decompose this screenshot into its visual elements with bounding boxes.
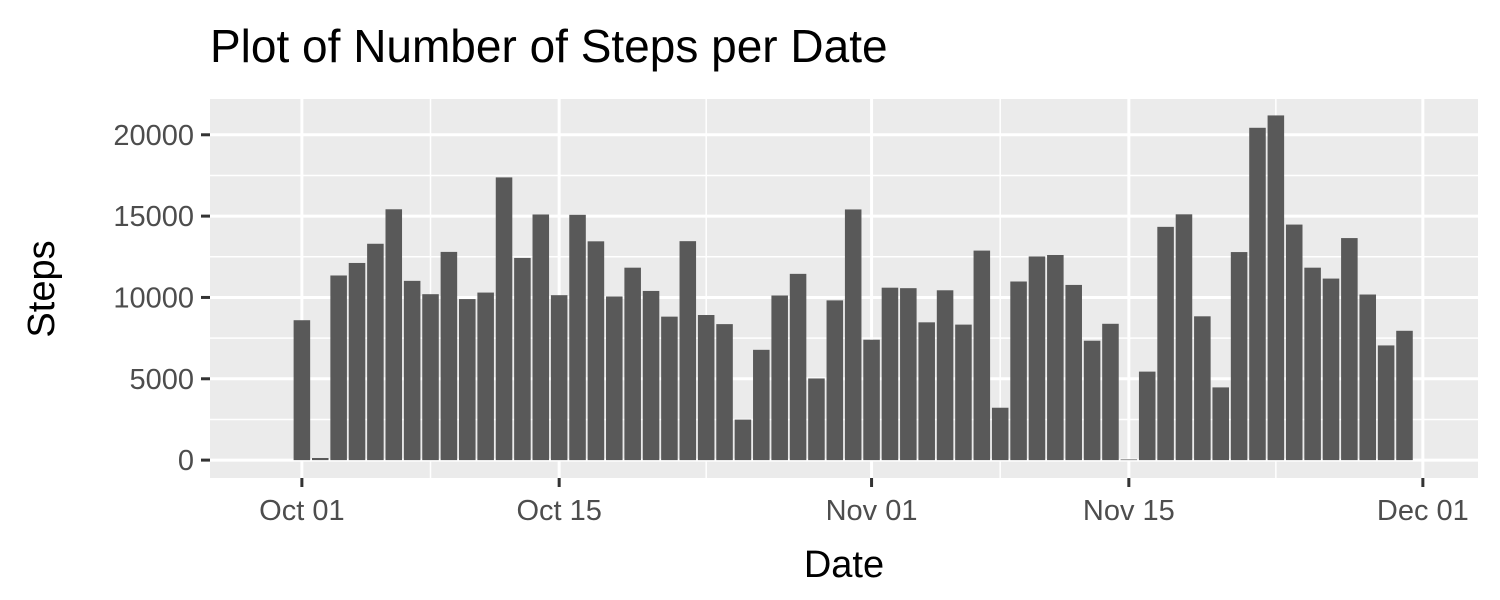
y-tick-label: 20000	[113, 120, 194, 152]
bar	[587, 241, 605, 461]
x-tick-label: Oct 01	[259, 495, 344, 527]
bar	[1304, 267, 1321, 461]
grid-lines	[210, 99, 1478, 478]
bar	[1249, 127, 1266, 461]
bar	[569, 214, 586, 461]
bar	[642, 290, 660, 461]
bar	[367, 243, 384, 461]
bar	[1120, 459, 1138, 461]
bar	[936, 290, 954, 461]
bar-series	[293, 115, 1413, 461]
bar	[1230, 252, 1248, 461]
bar	[1138, 371, 1156, 461]
y-tick-label: 5000	[129, 364, 194, 396]
bar	[514, 257, 531, 461]
bar	[955, 324, 972, 461]
bar	[1047, 254, 1064, 461]
bar	[422, 294, 439, 461]
bar	[440, 251, 458, 461]
bar	[293, 320, 311, 461]
bar	[532, 214, 550, 461]
bar	[881, 287, 899, 461]
x-tick-label: Oct 15	[516, 495, 601, 527]
y-axis: 0 5000 10000 15000 20000	[113, 120, 210, 477]
bar	[495, 177, 513, 461]
bar	[1194, 316, 1211, 461]
bar	[973, 250, 991, 461]
bar	[716, 324, 733, 461]
bar	[550, 295, 568, 461]
bar	[771, 295, 788, 461]
bar	[1285, 224, 1303, 461]
bar	[1083, 340, 1101, 461]
bar	[1322, 278, 1340, 461]
bar	[697, 315, 715, 461]
bar	[459, 299, 476, 461]
bar	[1010, 281, 1027, 461]
bar	[1175, 214, 1193, 461]
bar	[753, 349, 770, 461]
bar	[311, 457, 329, 461]
bar	[624, 267, 641, 461]
bar	[1212, 387, 1229, 461]
bar	[477, 292, 494, 461]
bar	[734, 419, 752, 461]
bar	[403, 280, 421, 461]
bar	[1028, 256, 1046, 461]
bar	[844, 209, 862, 461]
bar	[348, 262, 366, 461]
bar	[1157, 226, 1174, 461]
x-tick-label: Nov 01	[826, 495, 918, 527]
y-tick-label: 10000	[113, 282, 194, 314]
x-tick-label: Dec 01	[1377, 495, 1469, 527]
y-tick-label: 0	[178, 445, 194, 477]
x-axis: Oct 01 Oct 15 Nov 01 Nov 15 Dec 01	[259, 478, 1469, 527]
bar	[1359, 294, 1377, 461]
bar	[826, 300, 844, 461]
bar	[1065, 284, 1082, 461]
bar	[661, 316, 678, 461]
bar	[679, 241, 697, 461]
bar	[808, 378, 825, 461]
bar	[991, 407, 1009, 461]
x-tick-label: Nov 15	[1083, 495, 1175, 527]
bar	[863, 339, 880, 461]
plot-panel	[210, 99, 1478, 478]
bar	[789, 273, 807, 461]
y-tick-label: 15000	[113, 201, 194, 233]
bar	[1267, 115, 1285, 461]
bar	[1377, 345, 1395, 461]
bar	[385, 209, 403, 461]
chart-title: Plot of Number of Steps per Date	[210, 20, 888, 72]
bar	[918, 322, 935, 461]
bar	[1341, 238, 1358, 461]
bar	[1396, 330, 1413, 461]
bar	[900, 288, 917, 461]
bar	[606, 296, 623, 461]
bar	[330, 275, 347, 461]
x-axis-title: Date	[804, 544, 884, 586]
y-axis-title: Steps	[21, 240, 63, 337]
bar	[1102, 323, 1119, 461]
